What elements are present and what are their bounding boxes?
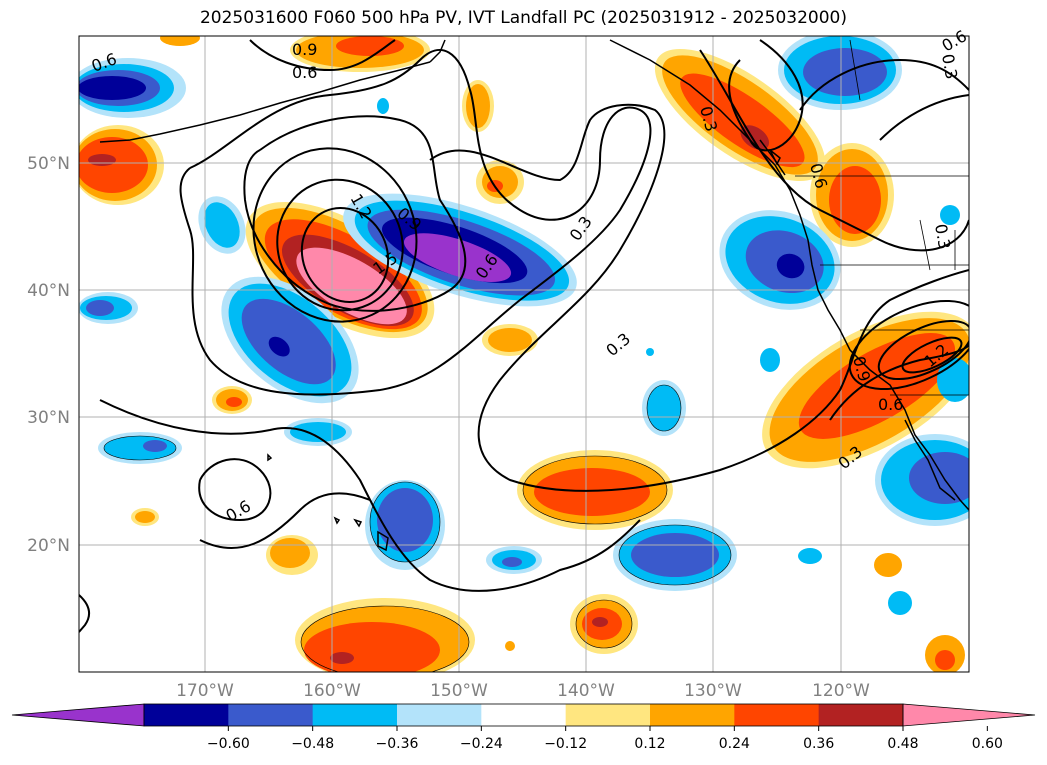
pv-contours <box>79 39 969 633</box>
shaded-field <box>79 36 969 672</box>
lon-label: 120°W <box>812 681 870 700</box>
map-frame <box>78 35 970 673</box>
contour-label: 0.3 <box>602 329 634 360</box>
colorbar-tick-label: 0.24 <box>719 736 750 752</box>
colorbar-tick-label: 0.60 <box>972 736 1003 752</box>
lon-label: 150°W <box>430 681 488 700</box>
colorbar-segment <box>565 704 651 726</box>
colorbar-segment <box>481 704 567 726</box>
colorbar-segment <box>650 704 735 726</box>
colorbar-segment <box>734 704 820 726</box>
colorbar-tick-label: −0.36 <box>376 736 419 752</box>
colorbar-extend-max <box>902 703 1036 727</box>
contour-label: 0.6 <box>292 63 317 82</box>
colorbar-tick-label: −0.24 <box>460 736 503 752</box>
colorbar-segment <box>228 704 314 726</box>
contour-label: 0.3 <box>931 222 954 250</box>
shading-outlines <box>103 384 732 672</box>
contour-label: 0.9 <box>292 40 317 59</box>
lat-labels: 50°N 40°N 30°N 20°N <box>27 154 70 556</box>
contour-label: 0.3 <box>566 213 596 245</box>
contour-label: 0.3 <box>938 52 961 80</box>
colorbar-tick-label: 0.12 <box>634 736 665 752</box>
colorbar-segment <box>397 704 482 726</box>
colorbar-segments <box>11 703 1036 727</box>
colorbar-tick-label: 0.36 <box>803 736 834 752</box>
lat-label: 50°N <box>27 154 70 174</box>
colorbar-extend-min <box>11 703 145 727</box>
colorbar-tick-label: −0.48 <box>291 736 334 752</box>
colorbar-frame <box>143 703 904 727</box>
gridlines <box>79 36 969 672</box>
lon-label: 160°W <box>303 681 361 700</box>
contour-label: 0.6 <box>878 395 903 414</box>
colorbar-ticks: −0.60 −0.48 −0.36 −0.24 −0.12 0.12 0.24 0.36 0.4… <box>207 726 1003 752</box>
colorbar-segment <box>818 704 904 726</box>
colorbar-segment <box>312 704 398 726</box>
map-panel: 0.9 0.6 0.6 1.2 0.9 1.5 0.6 0.3 0.3 0.3 … <box>27 26 971 700</box>
lat-label: 40°N <box>27 281 70 301</box>
lon-labels: 170°W 160°W 150°W 140°W 130°W 120°W <box>176 681 870 700</box>
lon-label: 130°W <box>684 681 742 700</box>
contour-label: 0.6 <box>939 26 971 55</box>
colorbar-segment <box>144 704 229 726</box>
lat-label: 20°N <box>27 536 70 556</box>
lat-label: 30°N <box>27 408 70 428</box>
colorbar-tick-label: −0.12 <box>544 736 587 752</box>
lon-label: 170°W <box>176 681 234 700</box>
colorbar-tick-label: 0.48 <box>887 736 918 752</box>
lon-label: 140°W <box>557 681 615 700</box>
map-title: 2025031600 F060 500 hPa PV, IVT Landfall… <box>199 8 847 28</box>
coastlines <box>99 39 969 552</box>
colorbar-tick-label: −0.60 <box>207 736 250 752</box>
contour-label: 0.6 <box>223 496 255 525</box>
